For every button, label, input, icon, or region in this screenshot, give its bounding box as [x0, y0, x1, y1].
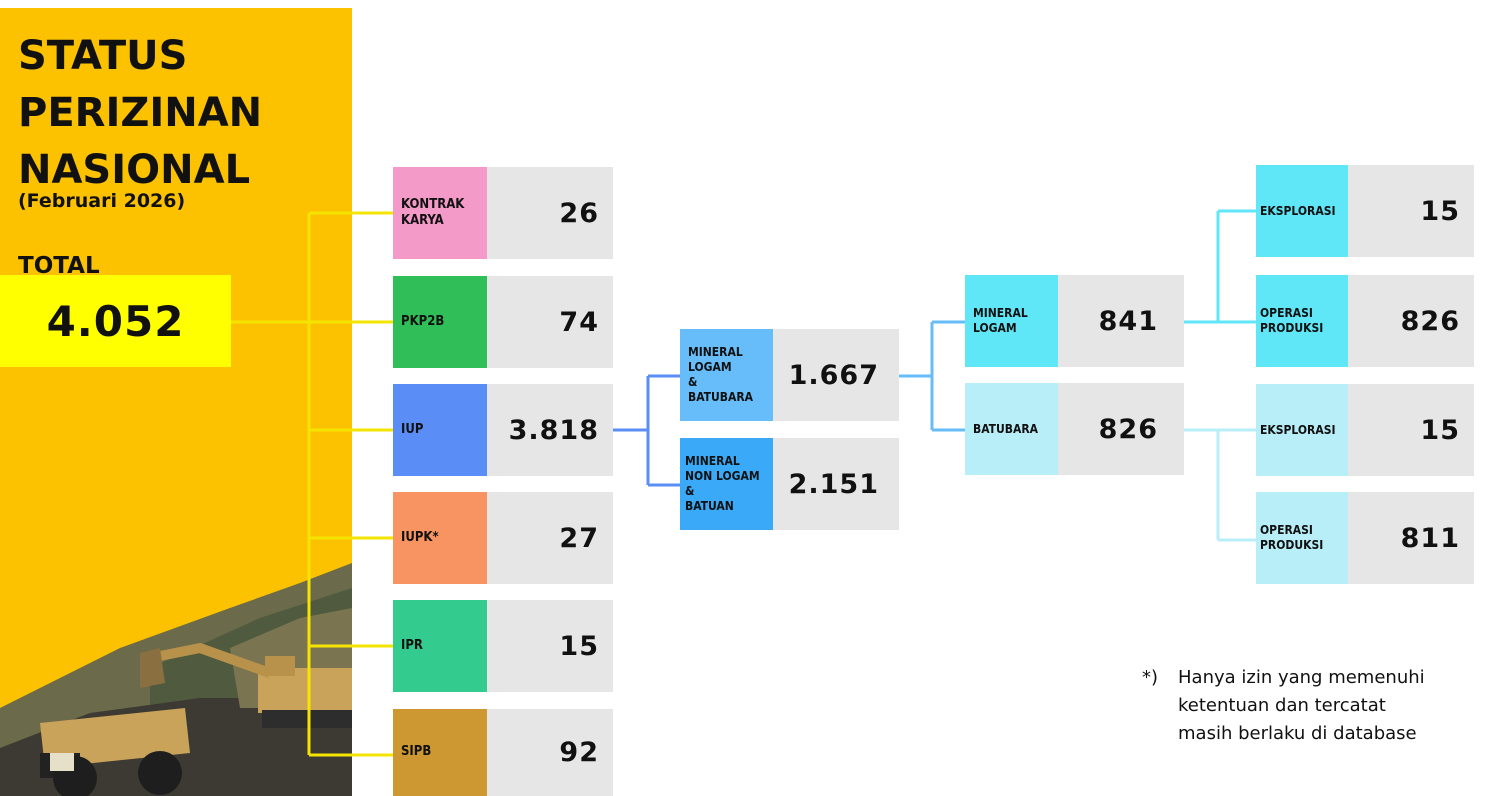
node-mineral-non-logam-batuan: MINERAL NON LOGAM & BATUAN 2.151 — [680, 438, 899, 530]
node-value: 15 — [487, 600, 613, 692]
node-iupk: IUPK* 27 — [393, 492, 613, 584]
node-label: IPR — [393, 600, 487, 692]
node-value: 15 — [1348, 165, 1474, 257]
node-label: OPERASI PRODUKSI — [1256, 275, 1348, 367]
cyan-connectors-l3 — [1184, 209, 1256, 324]
node-label: OPERASI PRODUKSI — [1256, 492, 1348, 584]
node-mineral-logam: MINERAL LOGAM 841 — [965, 275, 1184, 367]
footnote-text: Hanya izin yang memenuhi ketentuan dan t… — [1178, 667, 1425, 744]
node-label: EKSPLORASI — [1256, 384, 1348, 476]
node-batubara: BATUBARA 826 — [965, 383, 1184, 475]
dump-truck-icon — [40, 708, 190, 796]
total-value: 4.052 — [46, 296, 185, 346]
node-label: IUP — [393, 384, 487, 476]
node-label: KONTRAK KARYA — [393, 167, 487, 259]
node-operasi-produksi-logam: OPERASI PRODUKSI 826 — [1256, 275, 1474, 367]
node-value: 92 — [487, 709, 613, 796]
node-value: 826 — [1348, 275, 1474, 367]
node-sipb: SIPB 92 — [393, 709, 613, 796]
node-value: 27 — [487, 492, 613, 584]
node-iup: IUP 3.818 — [393, 384, 613, 476]
node-pkp2b: PKP2B 74 — [393, 276, 613, 368]
node-label: MINERAL LOGAM — [965, 275, 1058, 367]
period-subtitle: (Februari 2026) — [18, 190, 186, 212]
node-ipr: IPR 15 — [393, 600, 613, 692]
node-mineral-logam-batubara: MINERAL LOGAM & BATUBARA 1.667 — [680, 329, 899, 421]
node-label: MINERAL LOGAM & BATUBARA — [680, 329, 773, 421]
node-value: 811 — [1348, 492, 1474, 584]
node-label: PKP2B — [393, 276, 487, 368]
node-value: 841 — [1058, 275, 1184, 367]
total-box: 4.052 — [0, 275, 231, 367]
cyan-connectors-l2 — [899, 320, 965, 432]
footnote-mark: *) — [1142, 667, 1159, 688]
node-value: 26 — [487, 167, 613, 259]
node-eksplorasi-logam: EKSPLORASI 15 — [1256, 165, 1474, 257]
mining-scene-image — [0, 563, 352, 796]
node-label: BATUBARA — [965, 383, 1058, 475]
node-label: EKSPLORASI — [1256, 165, 1348, 257]
node-eksplorasi-batubara: EKSPLORASI 15 — [1256, 384, 1474, 476]
node-value: 3.818 — [487, 384, 613, 476]
node-label: IUPK* — [393, 492, 487, 584]
light-connectors-l3 — [1184, 428, 1256, 542]
node-value: 15 — [1348, 384, 1474, 476]
node-value: 1.667 — [773, 329, 899, 421]
page-title: STATUS PERIZINAN NASIONAL — [18, 33, 263, 193]
total-label: TOTAL — [18, 253, 100, 279]
left-panel: STATUS PERIZINAN NASIONAL (Februari 2026… — [0, 8, 352, 796]
node-value: 74 — [487, 276, 613, 368]
blue-connectors — [613, 374, 680, 487]
node-value: 826 — [1058, 383, 1184, 475]
node-value: 2.151 — [773, 438, 899, 530]
excavator-icon — [140, 642, 352, 728]
node-operasi-produksi-batubara: OPERASI PRODUKSI 811 — [1256, 492, 1474, 584]
node-label: MINERAL NON LOGAM & BATUAN — [680, 438, 773, 530]
node-kontrak-karya: KONTRAK KARYA 26 — [393, 167, 613, 259]
node-label: SIPB — [393, 709, 487, 796]
